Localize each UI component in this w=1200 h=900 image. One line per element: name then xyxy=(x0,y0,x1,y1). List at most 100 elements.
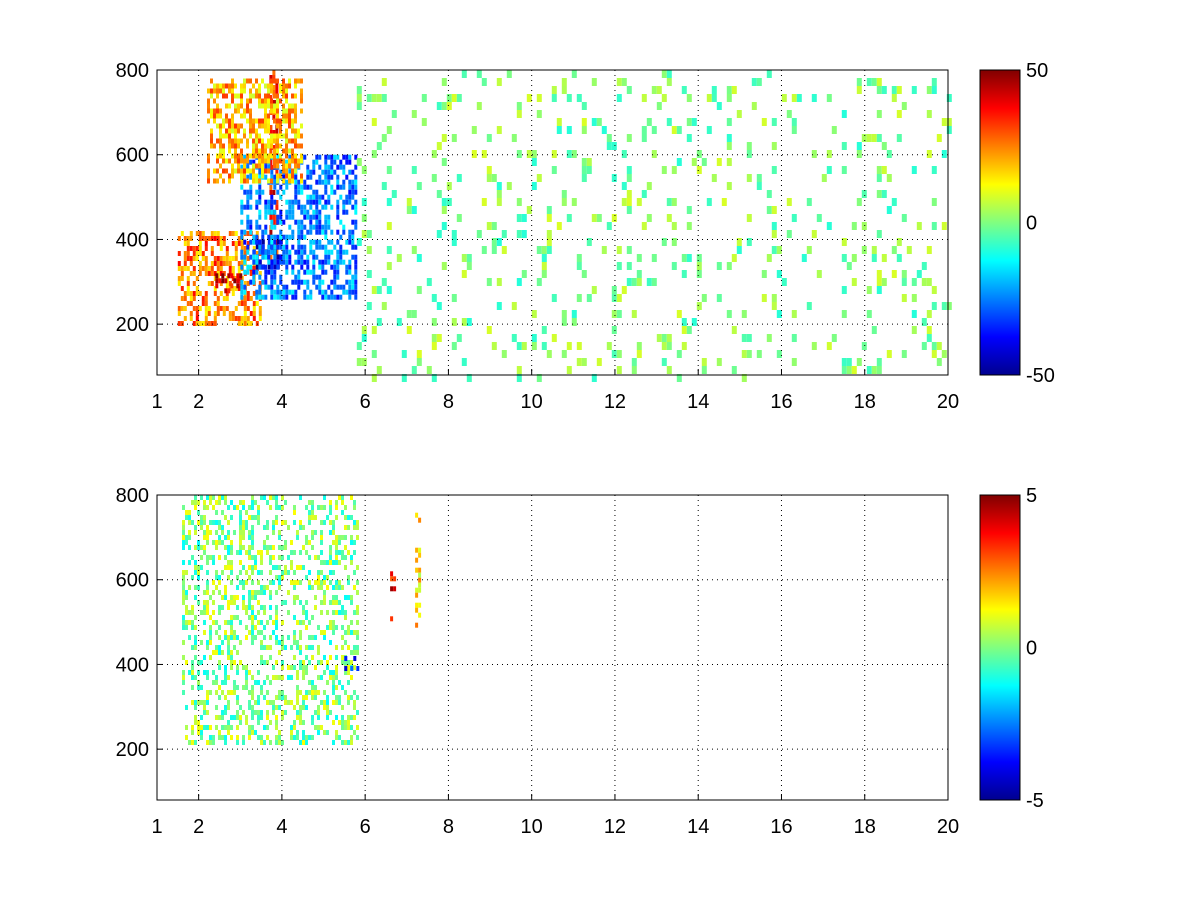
heatmap-cell xyxy=(257,550,260,555)
heatmap-cell xyxy=(666,214,672,222)
heatmap-cell xyxy=(213,143,216,149)
heatmap-cell xyxy=(237,236,241,241)
heatmap-cell xyxy=(345,279,349,285)
heatmap-cell xyxy=(344,720,347,725)
heatmap-cell xyxy=(666,118,672,126)
heatmap-cell xyxy=(255,133,258,139)
heatmap-cell xyxy=(206,710,209,715)
heatmap-cell xyxy=(188,520,191,525)
heatmap-cell xyxy=(931,222,937,230)
heatmap-cell xyxy=(314,665,317,670)
heatmap-cell xyxy=(264,199,268,205)
heatmap-cell xyxy=(791,358,797,366)
heatmap-cell xyxy=(279,143,282,149)
heatmap-cell xyxy=(218,500,221,505)
heatmap-cell xyxy=(339,259,343,265)
heatmap-cell xyxy=(276,138,279,144)
heatmap-cell xyxy=(194,595,197,600)
heatmap-cell xyxy=(353,505,356,510)
heatmap-cell xyxy=(351,184,355,190)
heatmap-cell xyxy=(651,254,657,262)
heatmap-cell xyxy=(213,301,217,306)
heatmap-cell xyxy=(314,605,317,610)
heatmap-cell xyxy=(255,294,259,300)
heatmap-cell xyxy=(293,635,296,640)
heatmap-cell xyxy=(811,94,817,102)
heatmap-cell xyxy=(261,148,264,154)
heatmap-cell xyxy=(327,259,331,265)
heatmap-cell xyxy=(221,273,225,279)
heatmap-cell xyxy=(189,236,193,241)
heatmap-cell xyxy=(661,238,667,246)
heatmap-cell xyxy=(225,158,228,164)
heatmap-cell xyxy=(338,585,341,590)
heatmap-cell xyxy=(191,605,194,610)
heatmap-cell xyxy=(248,545,251,550)
heatmap-cell xyxy=(308,635,311,640)
heatmap-cell xyxy=(252,301,256,306)
heatmap-cell xyxy=(243,154,247,160)
heatmap-cell xyxy=(332,720,335,725)
heatmap-cell xyxy=(332,680,335,685)
heatmap-cell xyxy=(242,585,245,590)
heatmap-cell xyxy=(177,261,181,266)
heatmap-cell xyxy=(243,284,247,290)
heatmap-cell xyxy=(269,680,272,685)
heatmap-cell xyxy=(291,138,294,144)
heatmap-cell xyxy=(491,342,497,350)
heatmap-cell xyxy=(296,735,299,740)
heatmap-cell xyxy=(303,294,307,300)
heatmap-cell xyxy=(291,118,294,124)
heatmap-cell xyxy=(182,620,185,625)
heatmap-cell xyxy=(186,236,190,241)
heatmap-cell xyxy=(296,700,299,705)
heatmap-cell xyxy=(240,249,244,255)
heatmap-cell xyxy=(526,94,532,102)
heatmap-cell xyxy=(278,695,281,700)
heatmap-cell xyxy=(258,103,261,109)
heatmap-cell xyxy=(851,278,857,286)
heatmap-cell xyxy=(197,670,200,675)
heatmap-cell xyxy=(297,269,301,275)
heatmap-cell xyxy=(188,670,191,675)
heatmap-cell xyxy=(300,153,303,159)
heatmap-cell xyxy=(240,279,244,285)
heatmap-cell xyxy=(264,128,267,134)
heatmap-cell xyxy=(290,645,293,650)
heatmap-cell xyxy=(300,249,304,255)
heatmap-cell xyxy=(318,174,322,180)
heatmap-cell xyxy=(631,310,637,318)
heatmap-cell xyxy=(516,198,522,206)
heatmap-cell xyxy=(194,720,197,725)
heatmap-cell xyxy=(264,123,267,129)
heatmap-cell xyxy=(332,700,335,705)
heatmap-cell xyxy=(258,163,261,169)
heatmap-cell xyxy=(185,660,188,665)
heatmap-cell xyxy=(278,640,281,645)
heatmap-cell xyxy=(200,565,203,570)
heatmap-cell xyxy=(329,580,332,585)
heatmap-cell xyxy=(351,189,355,195)
heatmap-cell xyxy=(182,625,185,630)
heatmap-cell xyxy=(291,264,295,270)
heatmap-cell xyxy=(275,170,279,175)
heatmap-cell xyxy=(227,273,231,279)
heatmap-cell xyxy=(260,645,263,650)
heatmap-cell xyxy=(896,254,902,262)
heatmap-cell xyxy=(431,174,437,182)
heatmap-cell xyxy=(335,695,338,700)
heatmap-cell xyxy=(282,294,286,300)
heatmap-cell xyxy=(297,133,300,139)
heatmap-cell xyxy=(191,575,194,580)
heatmap-cell xyxy=(242,535,245,540)
heatmap-cell xyxy=(242,665,245,670)
heatmap-cell xyxy=(531,334,537,342)
heatmap-cell xyxy=(350,600,353,605)
heatmap-cell xyxy=(270,143,273,149)
heatmap-cell xyxy=(323,505,326,510)
heatmap-cell xyxy=(851,366,857,374)
heatmap-cell xyxy=(323,630,326,635)
heatmap-cell xyxy=(626,166,632,174)
heatmap-cell xyxy=(197,565,200,570)
heatmap-cell xyxy=(314,580,317,585)
